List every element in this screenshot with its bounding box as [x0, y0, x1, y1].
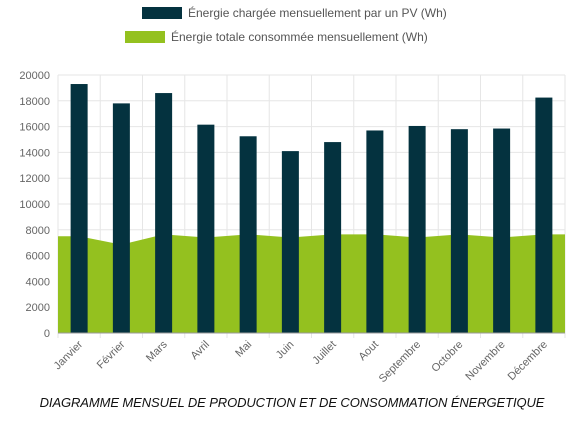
x-tick-label: Septembre: [377, 339, 424, 386]
production-bar: [70, 84, 88, 333]
x-tick-label: Juillet: [310, 339, 338, 367]
x-tick-label: Juin: [274, 339, 297, 362]
y-tick-label: 14000: [19, 147, 50, 159]
legend-label-production: Énergie chargée mensuellement par un PV …: [188, 6, 447, 20]
y-tick-label: 0: [44, 328, 50, 340]
legend-item-production[interactable]: Énergie chargée mensuellement par un PV …: [142, 6, 447, 20]
x-tick-label: Novembre: [463, 339, 507, 383]
y-tick-label: 4000: [26, 276, 50, 288]
production-bar: [450, 129, 468, 333]
y-tick-label: 18000: [19, 96, 50, 108]
production-bar: [535, 97, 553, 333]
production-bar: [366, 130, 384, 333]
legend-swatch-consumption: [125, 31, 165, 43]
production-bar: [408, 125, 426, 333]
legend-label-consumption: Énergie totale consommée mensuellement (…: [171, 30, 428, 44]
y-tick-label: 8000: [26, 225, 50, 237]
production-bar: [155, 93, 173, 333]
y-tick-label: 16000: [19, 122, 50, 134]
x-tick-label: Octobre: [429, 339, 465, 375]
chart-caption: DIAGRAMME MENSUEL DE PRODUCTION ET DE CO…: [39, 395, 545, 410]
y-tick-label: 2000: [26, 302, 50, 314]
legend-item-consumption[interactable]: Énergie totale consommée mensuellement (…: [125, 30, 428, 44]
x-tick-label: Mai: [233, 339, 254, 360]
x-tick-label: Janvier: [52, 338, 86, 372]
consumption-area: [58, 234, 565, 333]
production-bar: [281, 151, 299, 333]
x-tick-label: Février: [95, 338, 128, 371]
y-tick-label: 10000: [19, 199, 50, 211]
production-bar: [324, 142, 342, 333]
production-bar: [112, 103, 130, 333]
x-tick-label: Décembre: [506, 339, 550, 383]
production-bar: [197, 124, 215, 333]
y-tick-label: 6000: [26, 251, 50, 263]
y-tick-label: 12000: [19, 173, 50, 185]
y-tick-label: 20000: [19, 70, 50, 82]
chart: 0 2000 4000 6000 8000 10000 12000 14000 16000 180…: [19, 70, 566, 386]
x-tick-label: Aout: [357, 339, 381, 363]
production-bar: [239, 136, 257, 333]
x-tick-label: Avril: [189, 339, 212, 362]
legend-swatch-production: [142, 7, 182, 19]
production-bar: [493, 128, 511, 333]
x-tick-label: Mars: [144, 338, 170, 364]
